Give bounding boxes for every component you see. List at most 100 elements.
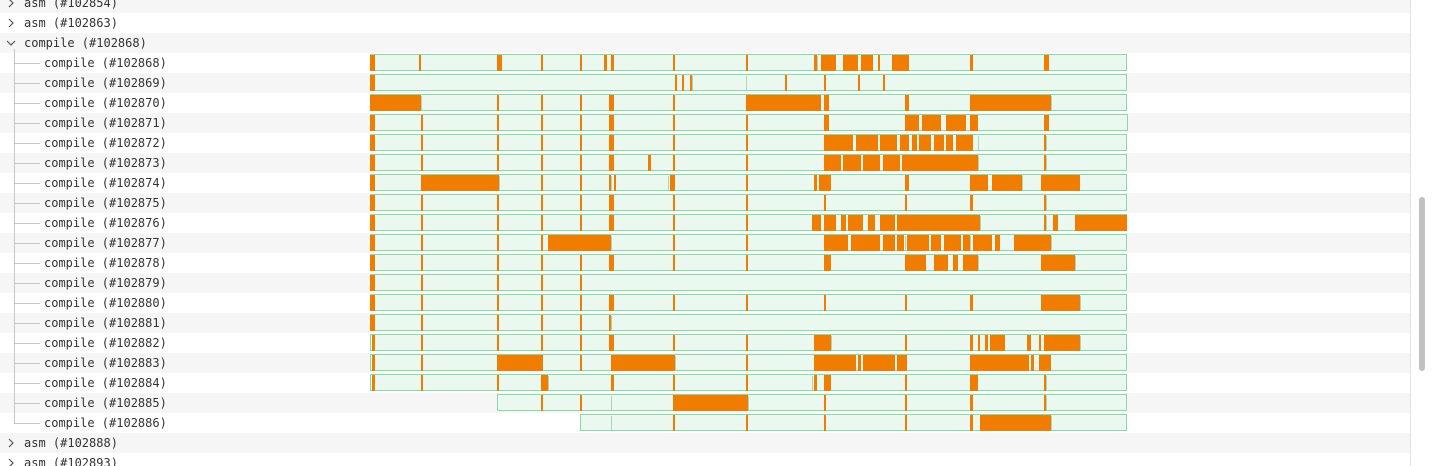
active-segment[interactable] — [609, 295, 614, 311]
active-segment[interactable] — [420, 375, 424, 391]
active-segment[interactable] — [369, 115, 375, 131]
active-segment[interactable] — [745, 95, 822, 111]
active-segment[interactable] — [784, 75, 787, 91]
tree-child-row[interactable]: compile (#102878) — [0, 253, 189, 273]
active-segment[interactable] — [1043, 215, 1047, 231]
active-segment[interactable] — [496, 135, 500, 151]
active-segment[interactable] — [899, 135, 910, 151]
tree-child-row[interactable]: compile (#102881) — [0, 313, 189, 333]
active-segment[interactable] — [579, 275, 583, 291]
active-segment[interactable] — [579, 175, 583, 191]
active-segment[interactable] — [579, 215, 583, 231]
active-segment[interactable] — [745, 235, 749, 251]
active-segment[interactable] — [372, 335, 375, 351]
active-segment[interactable] — [579, 115, 583, 131]
tree-child-row[interactable]: compile (#102872) — [0, 133, 189, 153]
tree-child-row[interactable]: compile (#102877) — [0, 233, 189, 253]
active-segment[interactable] — [609, 115, 614, 131]
active-segment[interactable] — [579, 315, 583, 331]
active-segment[interactable] — [613, 175, 617, 191]
active-segment[interactable] — [745, 155, 749, 171]
active-segment[interactable] — [955, 135, 971, 151]
active-segment[interactable] — [897, 215, 981, 231]
active-segment[interactable] — [877, 55, 881, 71]
active-segment[interactable] — [496, 215, 500, 231]
active-segment[interactable] — [496, 255, 500, 271]
span-bar[interactable] — [369, 374, 1127, 391]
active-segment[interactable] — [843, 55, 859, 71]
active-segment[interactable] — [823, 395, 827, 411]
scrollbar-thumb[interactable] — [1419, 197, 1425, 371]
active-segment[interactable] — [970, 335, 973, 351]
tree-child-row[interactable]: compile (#102880) — [0, 293, 189, 313]
span-bar[interactable] — [369, 74, 1127, 91]
active-segment[interactable] — [904, 395, 907, 411]
active-segment[interactable] — [963, 235, 971, 251]
active-segment[interactable] — [609, 195, 614, 211]
active-segment[interactable] — [882, 75, 885, 91]
tree-child-row[interactable]: compile (#102868) — [0, 53, 189, 73]
active-segment[interactable] — [970, 55, 973, 71]
active-segment[interactable] — [823, 235, 849, 251]
active-segment[interactable] — [933, 255, 949, 271]
active-segment[interactable] — [843, 155, 861, 171]
tree-child-row[interactable]: compile (#102885) — [0, 393, 189, 413]
active-segment[interactable] — [814, 55, 817, 71]
active-segment[interactable] — [540, 395, 544, 411]
active-segment[interactable] — [823, 415, 827, 431]
active-segment[interactable] — [540, 275, 544, 291]
active-segment[interactable] — [609, 155, 614, 171]
active-segment[interactable] — [902, 155, 978, 171]
active-segment[interactable] — [1014, 235, 1052, 251]
active-segment[interactable] — [1041, 175, 1081, 191]
active-segment[interactable] — [540, 335, 544, 351]
active-segment[interactable] — [860, 55, 873, 71]
active-segment[interactable] — [369, 295, 375, 311]
active-segment[interactable] — [420, 115, 424, 131]
active-segment[interactable] — [420, 255, 424, 271]
active-segment[interactable] — [540, 135, 544, 151]
active-segment[interactable] — [672, 375, 675, 391]
span-bar[interactable] — [369, 334, 1127, 351]
active-segment[interactable] — [970, 175, 988, 191]
active-segment[interactable] — [1043, 135, 1047, 151]
active-segment[interactable] — [904, 335, 907, 351]
active-segment[interactable] — [862, 155, 881, 171]
active-segment[interactable] — [604, 55, 607, 71]
active-segment[interactable] — [579, 335, 583, 351]
active-segment[interactable] — [823, 95, 829, 111]
active-segment[interactable] — [880, 135, 898, 151]
tree-child-row[interactable]: compile (#102876) — [0, 213, 189, 233]
active-segment[interactable] — [611, 355, 675, 371]
active-segment[interactable] — [745, 195, 749, 211]
active-segment[interactable] — [862, 355, 895, 371]
active-segment[interactable] — [496, 95, 500, 111]
tree-group-row[interactable]: asm (#102863) — [0, 13, 189, 33]
active-segment[interactable] — [1043, 115, 1049, 131]
span-bar[interactable] — [496, 394, 1127, 411]
active-segment[interactable] — [1043, 195, 1047, 211]
active-segment[interactable] — [814, 355, 856, 371]
active-segment[interactable] — [369, 55, 375, 71]
tree-child-row[interactable]: compile (#102869) — [0, 73, 189, 93]
active-segment[interactable] — [989, 335, 1005, 351]
active-segment[interactable] — [814, 375, 817, 391]
active-segment[interactable] — [648, 155, 651, 171]
active-segment[interactable] — [745, 395, 749, 411]
active-segment[interactable] — [369, 155, 375, 171]
active-segment[interactable] — [745, 215, 749, 231]
active-segment[interactable] — [972, 235, 993, 251]
active-segment[interactable] — [970, 415, 973, 431]
active-segment[interactable] — [745, 135, 749, 151]
active-segment[interactable] — [672, 155, 675, 171]
active-segment[interactable] — [811, 215, 822, 231]
active-segment[interactable] — [609, 135, 614, 151]
active-segment[interactable] — [970, 375, 978, 391]
active-segment[interactable] — [540, 215, 544, 231]
active-segment[interactable] — [882, 235, 895, 251]
active-segment[interactable] — [745, 335, 749, 351]
active-segment[interactable] — [823, 375, 832, 391]
active-segment[interactable] — [579, 135, 583, 151]
active-segment[interactable] — [579, 395, 583, 411]
active-segment[interactable] — [946, 115, 966, 131]
